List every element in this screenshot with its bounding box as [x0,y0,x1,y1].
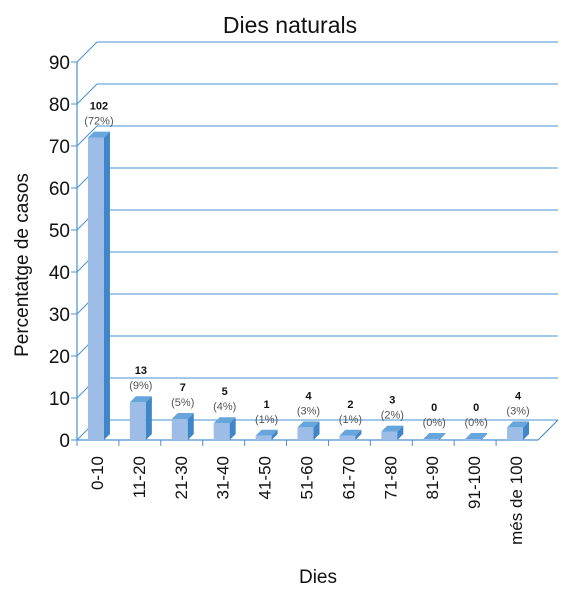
bar [423,439,440,440]
x-tick-label: 31-40 [214,456,233,499]
bar [507,427,524,440]
bar-top [171,413,194,419]
bar-top [465,433,488,439]
x-tick-label: 11-20 [130,456,149,498]
bar [465,439,482,440]
chart-title: Dies naturals [223,12,357,38]
bar-side [103,131,110,440]
label-layer: 102 (72%) 13 (9%) 7 (5%) 5 (4%) 1 (1%) 4 (3%) 2 (1%) 3… [84,101,529,429]
y-tick-label: 10 [49,389,70,410]
y-tick-label: 0 [59,431,70,452]
bar-top [339,429,362,436]
bar-side [187,413,194,440]
bar-percent-label: (0%) [465,417,488,429]
x-tick-label: 41-50 [256,456,275,499]
bar-percent-label: (3%) [506,405,529,417]
bar [255,435,272,440]
x-axis-depth-line [537,419,559,441]
y-tick-label: 40 [49,263,70,284]
bar-percent-label: (5%) [171,397,194,409]
y-tick-label: 90 [49,53,70,74]
bar-count-label: 0 [473,402,479,414]
y-tick-label: 20 [49,347,70,368]
x-tick-label: 91-100 [465,456,484,509]
bar-percent-label: (9%) [129,380,152,392]
bar-side [271,429,278,440]
gridline-diagonal [76,125,98,147]
x-axis-title: Dies [299,567,337,588]
y-tick-label: 60 [49,179,70,200]
bar-percent-label: (3%) [297,405,320,417]
gridline-diagonal [76,83,98,105]
bar-top [507,421,530,428]
bar-side [229,417,236,440]
bar-count-label: 3 [389,395,395,407]
bar-top [213,417,236,424]
bar-percent-label: (0%) [423,417,446,429]
bar-top [423,433,446,439]
bar-percent-label: (72%) [84,116,113,128]
bar-top [129,396,152,403]
bar-count-label: 1 [264,399,270,411]
bar-top [297,421,320,428]
y-tick-label: 80 [49,95,70,116]
bar-count-label: 7 [180,382,186,394]
bar-side [355,429,362,440]
x-tick-label: 81-90 [423,456,442,499]
bar [129,402,146,440]
bar-side [481,433,488,440]
bar-count-label: 102 [90,101,108,113]
bar-percent-label: (2%) [381,410,404,422]
bar-percent-label: (1%) [255,414,278,426]
bar [87,137,104,440]
x-tick-label: 61-70 [339,456,358,499]
x-tick-label: 51-60 [298,456,317,499]
bar-side [145,396,152,440]
bar [213,423,230,440]
bar-count-label: 2 [347,399,353,411]
bar [381,431,398,440]
bar-top [381,425,404,432]
grid-layer [71,41,559,446]
bar-count-label: 4 [515,390,522,402]
bar-top [87,131,110,138]
y-tick-label: 50 [49,221,70,242]
x-tick-label: 0-10 [88,456,107,490]
bar-side [523,421,530,440]
bar-side [439,433,446,440]
bar-count-label: 0 [431,402,437,414]
bar-percent-label: (4%) [213,401,236,413]
bar-count-label: 13 [135,365,147,377]
bar [297,427,314,440]
x-tick-label: 21-30 [172,456,191,499]
x-tick-label: 71-80 [381,456,400,499]
gridline-diagonal [76,41,98,63]
bar-side [397,425,404,440]
y-tick-label: 30 [49,305,70,326]
bar-side [313,421,320,440]
bar-top [255,429,278,436]
x-tick-label: més de 100 [507,456,526,545]
bar [339,435,356,440]
y-tick-label: 70 [49,137,70,158]
y-axis-title: Percentatge de casos [12,173,33,357]
bar-count-label: 4 [305,390,312,402]
bar-layer [87,131,530,440]
bar-percent-label: (1%) [339,414,362,426]
bar [171,419,188,440]
bar-count-label: 5 [222,386,228,398]
